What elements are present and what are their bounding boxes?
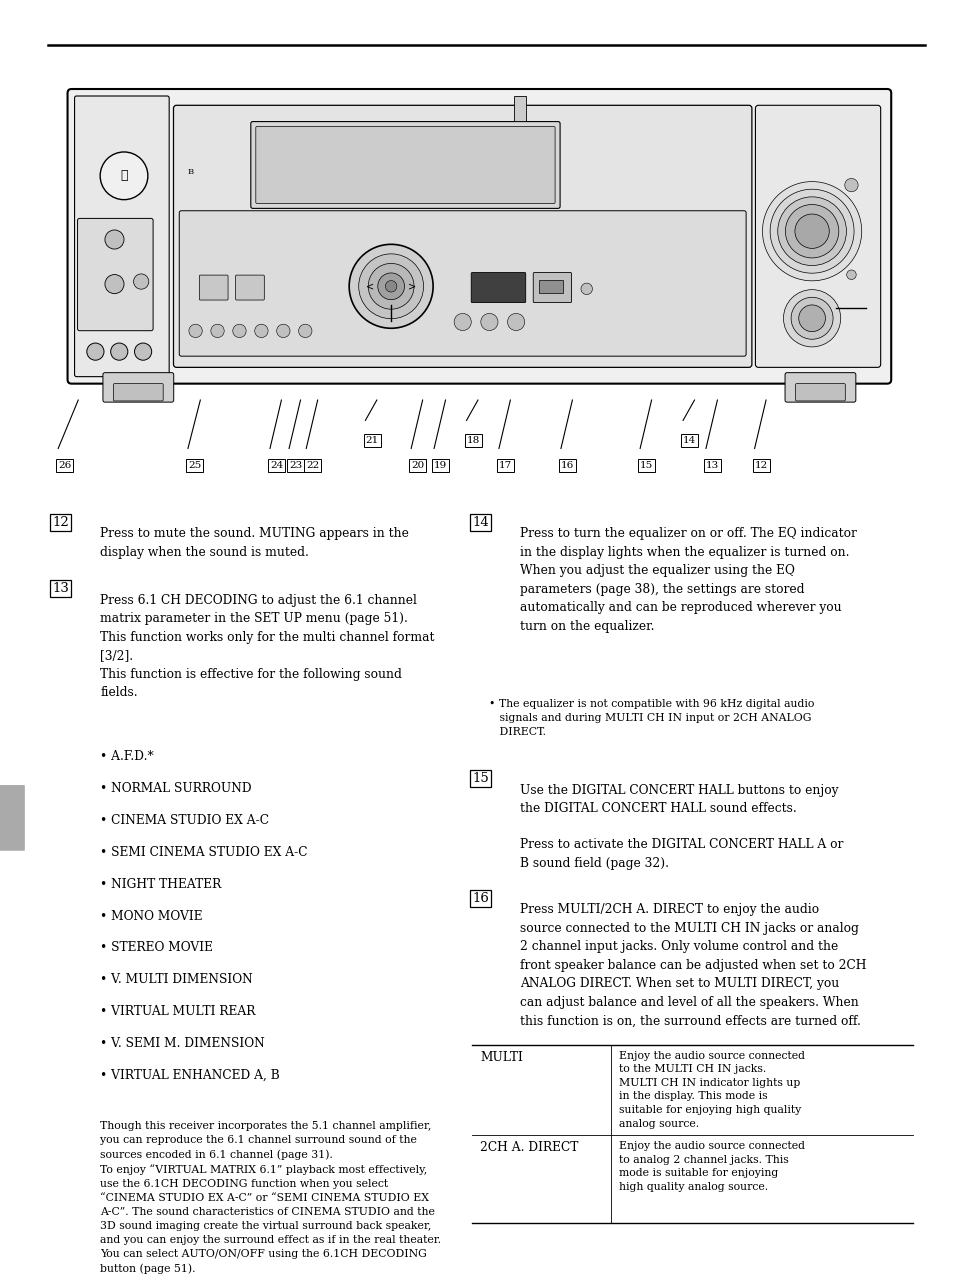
Circle shape — [790, 297, 832, 339]
Text: • MONO MOVIE: • MONO MOVIE — [100, 910, 203, 922]
Circle shape — [480, 313, 497, 330]
Circle shape — [276, 324, 290, 338]
Text: Use the DIGITAL CONCERT HALL buttons to enjoy
the DIGITAL CONCERT HALL sound eff: Use the DIGITAL CONCERT HALL buttons to … — [519, 784, 838, 815]
FancyBboxPatch shape — [235, 275, 264, 301]
Text: 26: 26 — [58, 461, 71, 470]
Circle shape — [845, 270, 855, 279]
Text: 24: 24 — [270, 461, 283, 470]
FancyBboxPatch shape — [103, 373, 173, 403]
Text: • NORMAL SURROUND: • NORMAL SURROUND — [100, 782, 252, 795]
FancyBboxPatch shape — [514, 96, 525, 121]
Text: Press to activate the DIGITAL CONCERT HALL A or
B sound field (page 32).: Press to activate the DIGITAL CONCERT HA… — [519, 838, 842, 870]
Text: 16: 16 — [560, 461, 574, 470]
Circle shape — [769, 190, 853, 273]
Text: 22: 22 — [306, 461, 319, 470]
Circle shape — [794, 214, 828, 248]
Text: 17: 17 — [498, 461, 512, 470]
Text: • The equalizer is not compatible with 96 kHz digital audio
   signals and durin: • The equalizer is not compatible with 9… — [489, 699, 814, 738]
Text: Though this receiver incorporates the 5.1 channel amplifier,
you can reproduce t: Though this receiver incorporates the 5.… — [100, 1121, 441, 1274]
FancyBboxPatch shape — [173, 106, 751, 367]
Circle shape — [385, 280, 396, 292]
Circle shape — [100, 152, 148, 200]
Text: 25: 25 — [188, 461, 201, 470]
Text: 14: 14 — [682, 436, 696, 445]
Text: 21: 21 — [365, 436, 378, 445]
Text: ①: ① — [120, 169, 128, 182]
Circle shape — [211, 324, 224, 338]
Circle shape — [134, 343, 152, 361]
Text: • CINEMA STUDIO EX A-C: • CINEMA STUDIO EX A-C — [100, 814, 269, 827]
Circle shape — [87, 343, 104, 361]
Text: B: B — [188, 168, 193, 176]
FancyBboxPatch shape — [784, 373, 855, 403]
Text: 2CH A. DIRECT: 2CH A. DIRECT — [479, 1142, 578, 1154]
Circle shape — [298, 324, 312, 338]
Text: • VIRTUAL MULTI REAR: • VIRTUAL MULTI REAR — [100, 1005, 255, 1018]
FancyBboxPatch shape — [113, 383, 163, 401]
FancyBboxPatch shape — [251, 121, 559, 209]
FancyBboxPatch shape — [68, 89, 890, 383]
Circle shape — [777, 197, 845, 265]
Text: • V. MULTI DIMENSION: • V. MULTI DIMENSION — [100, 973, 253, 986]
FancyBboxPatch shape — [795, 383, 844, 401]
Circle shape — [254, 324, 268, 338]
Text: • A.F.D.*: • A.F.D.* — [100, 750, 153, 763]
Text: Press MULTI/2CH A. DIRECT to enjoy the audio
source connected to the MULTI CH IN: Press MULTI/2CH A. DIRECT to enjoy the a… — [519, 903, 865, 1027]
Text: Press 6.1 CH DECODING to adjust the 6.1 channel
matrix parameter in the SET UP m: Press 6.1 CH DECODING to adjust the 6.1 … — [100, 594, 435, 699]
Circle shape — [761, 182, 861, 280]
Circle shape — [233, 324, 246, 338]
Circle shape — [358, 254, 423, 318]
Text: 18: 18 — [466, 436, 479, 445]
Text: 15: 15 — [472, 772, 489, 785]
Text: 15: 15 — [639, 461, 653, 470]
Circle shape — [377, 273, 404, 299]
Circle shape — [843, 178, 857, 192]
FancyBboxPatch shape — [0, 785, 25, 851]
Text: Press to mute the sound. MUTING appears in the
display when the sound is muted.: Press to mute the sound. MUTING appears … — [100, 527, 409, 559]
Text: Enjoy the audio source connected
to the MULTI CH IN jacks.
MULTI CH IN indicator: Enjoy the audio source connected to the … — [618, 1051, 803, 1129]
Text: 14: 14 — [472, 516, 489, 529]
FancyBboxPatch shape — [471, 273, 525, 303]
Text: 13: 13 — [52, 582, 70, 595]
Text: 12: 12 — [754, 461, 767, 470]
Circle shape — [580, 283, 592, 294]
Text: 16: 16 — [472, 892, 489, 905]
Text: • NIGHT THEATER: • NIGHT THEATER — [100, 878, 221, 891]
Circle shape — [133, 274, 149, 289]
FancyBboxPatch shape — [255, 126, 555, 204]
Circle shape — [784, 205, 838, 257]
Text: • VIRTUAL ENHANCED A, B: • VIRTUAL ENHANCED A, B — [100, 1069, 279, 1082]
Circle shape — [368, 264, 414, 310]
Circle shape — [507, 313, 524, 330]
Text: MULTI: MULTI — [479, 1051, 522, 1064]
Text: 20: 20 — [411, 461, 424, 470]
Circle shape — [105, 275, 124, 293]
Text: • STEREO MOVIE: • STEREO MOVIE — [100, 941, 213, 954]
Circle shape — [105, 231, 124, 248]
Text: Enjoy the audio source connected
to analog 2 channel jacks. This
mode is suitabl: Enjoy the audio source connected to anal… — [618, 1142, 803, 1192]
FancyBboxPatch shape — [755, 106, 880, 367]
FancyBboxPatch shape — [533, 273, 571, 303]
Text: • V. SEMI M. DIMENSION: • V. SEMI M. DIMENSION — [100, 1037, 265, 1050]
Circle shape — [798, 304, 824, 331]
Circle shape — [454, 313, 471, 330]
FancyBboxPatch shape — [77, 218, 152, 331]
Text: 19: 19 — [434, 461, 447, 470]
FancyBboxPatch shape — [74, 96, 169, 377]
FancyBboxPatch shape — [538, 280, 562, 293]
Circle shape — [111, 343, 128, 361]
FancyBboxPatch shape — [199, 275, 228, 301]
Circle shape — [349, 245, 433, 329]
Text: Press to turn the equalizer on or off. The EQ indicator
in the display lights wh: Press to turn the equalizer on or off. T… — [519, 527, 856, 633]
Text: • SEMI CINEMA STUDIO EX A-C: • SEMI CINEMA STUDIO EX A-C — [100, 846, 308, 859]
FancyBboxPatch shape — [179, 210, 745, 357]
Text: 23: 23 — [289, 461, 302, 470]
Text: <: < — [366, 282, 374, 292]
Circle shape — [189, 324, 202, 338]
Text: 12: 12 — [52, 516, 70, 529]
Text: 13: 13 — [705, 461, 719, 470]
Text: >: > — [408, 282, 416, 292]
Circle shape — [782, 289, 840, 347]
